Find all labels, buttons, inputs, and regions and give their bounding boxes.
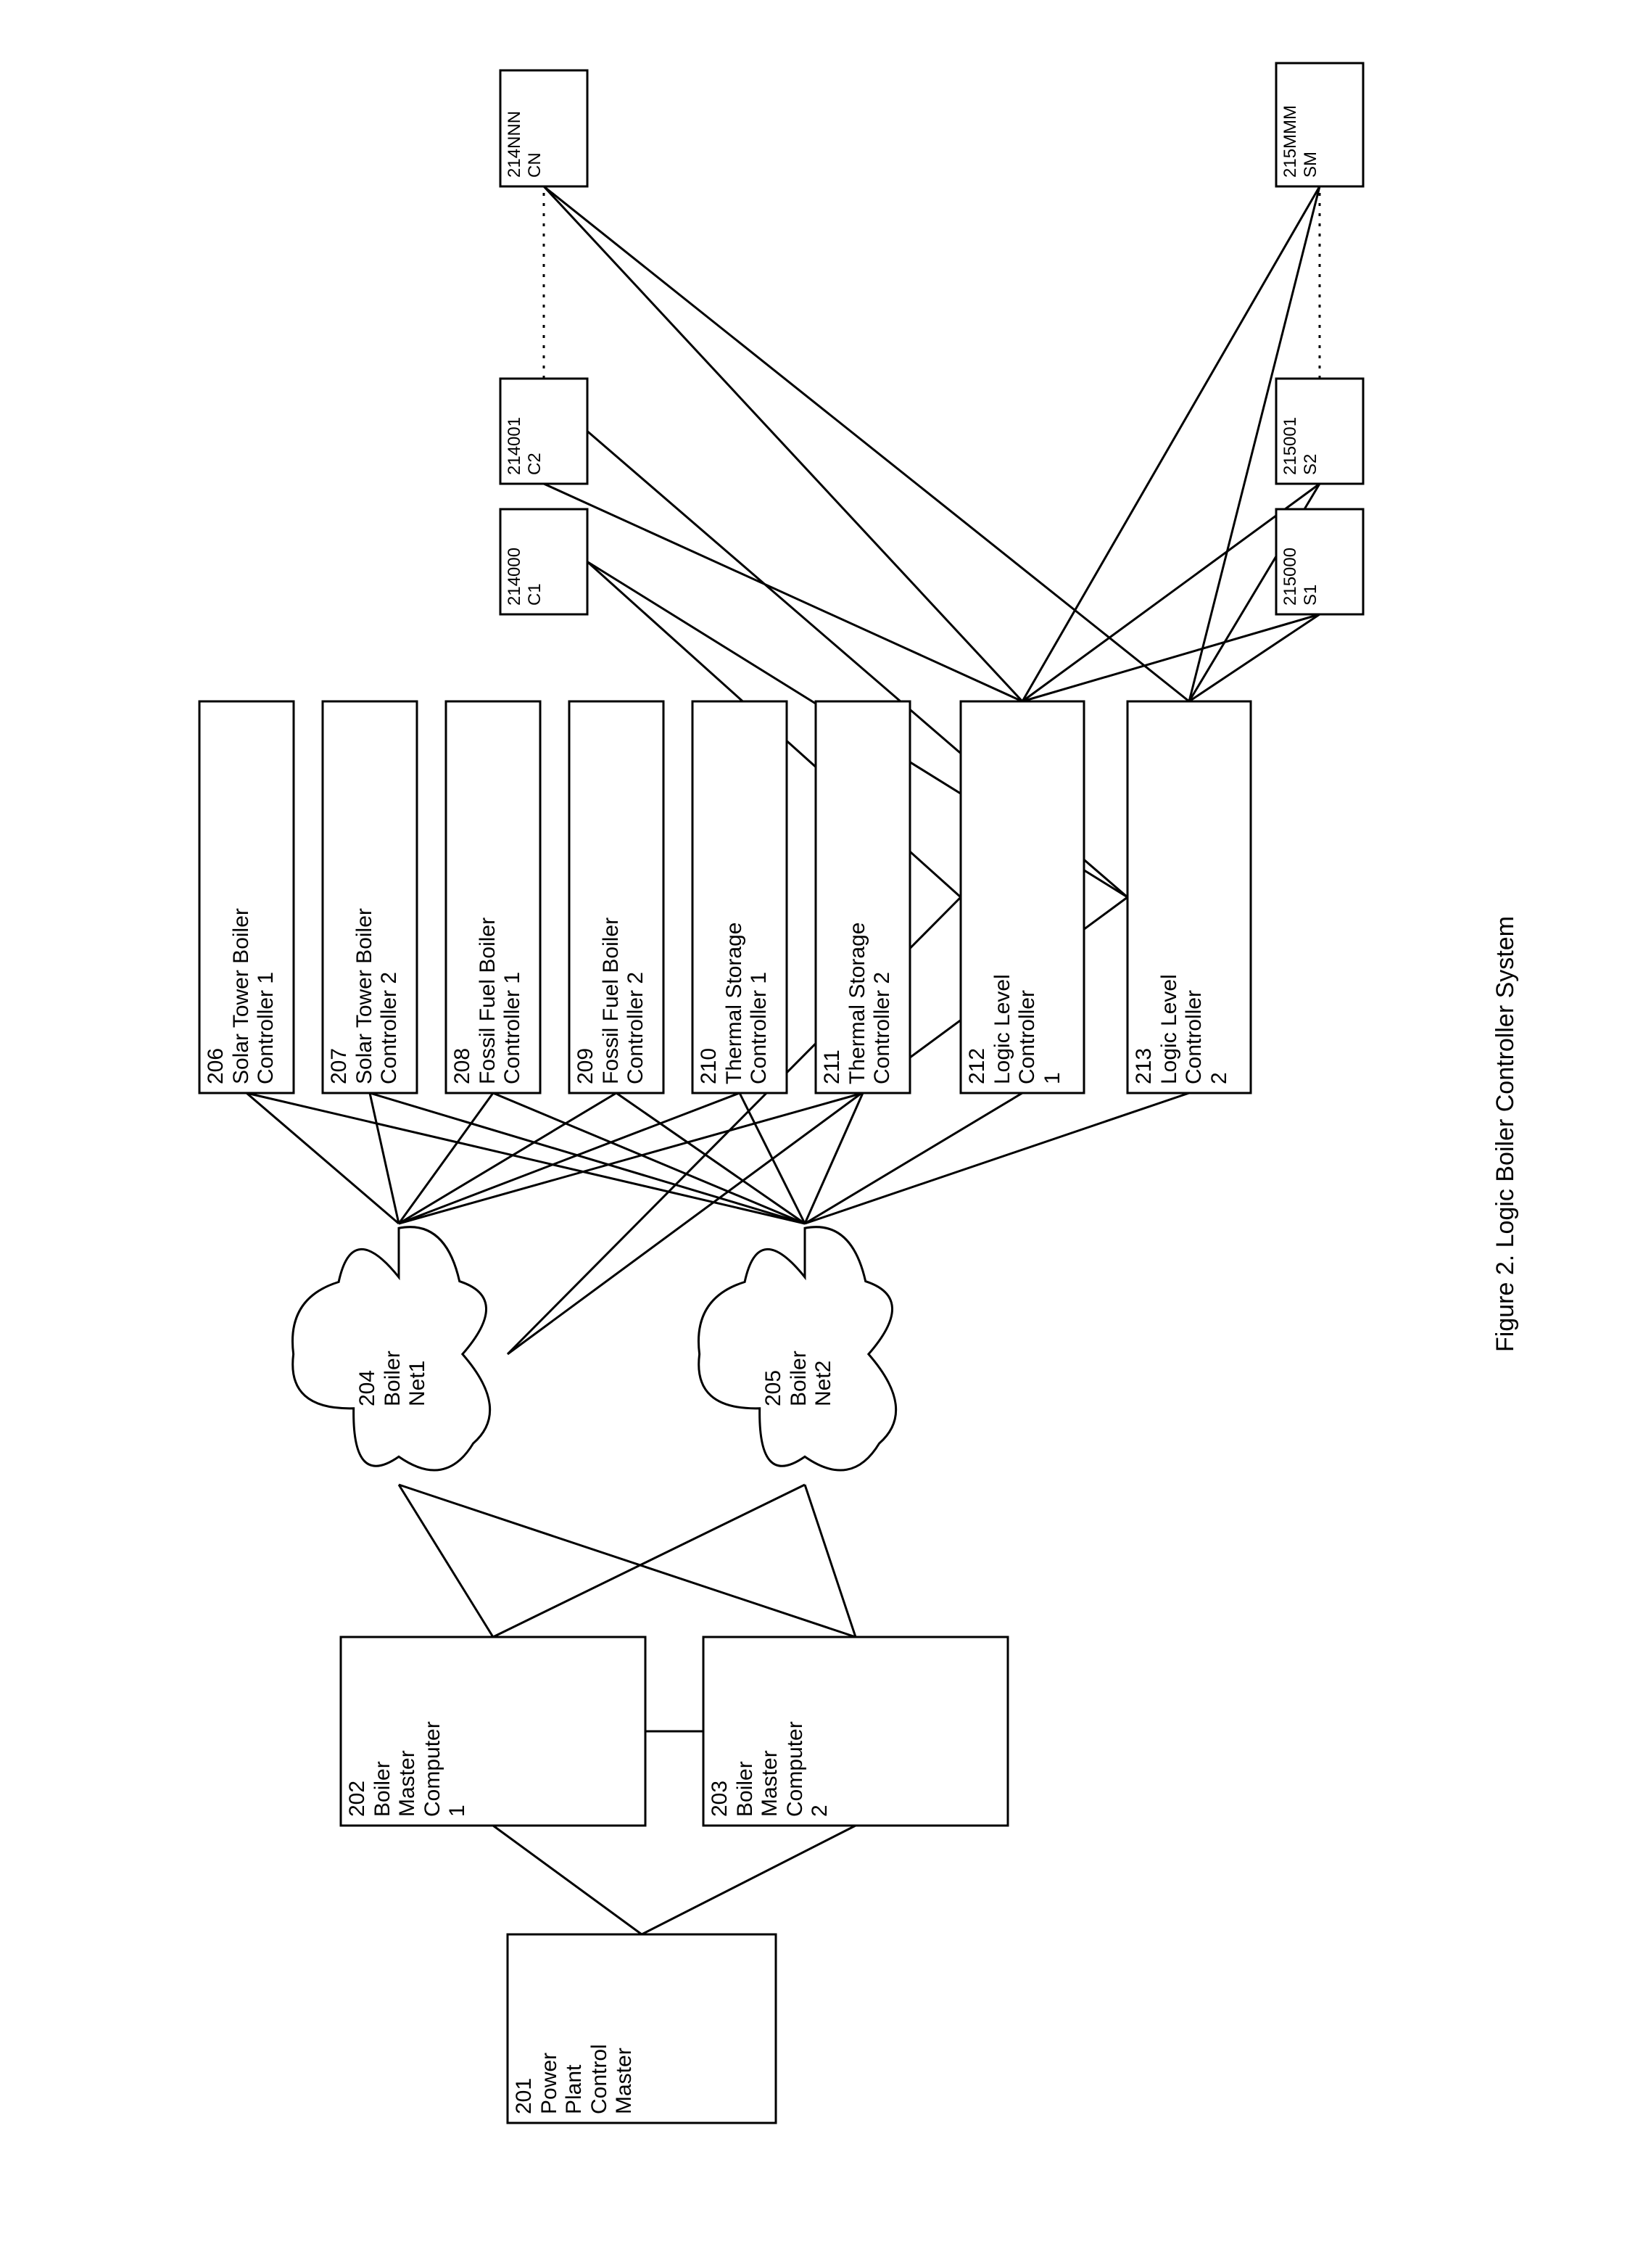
node-label-209: 209 Fossil Fuel Boiler Controller 2: [574, 917, 649, 1084]
node-label-212: 212 Logic Level Controller 1: [965, 974, 1065, 1084]
node-label-206: 206 Solar Tower Boiler Controller 1: [204, 908, 279, 1084]
figure-caption: Figure 2. Logic Boiler Controller System: [1491, 0, 1520, 2268]
node-label-205: 205 Boiler Net2: [761, 1351, 837, 1406]
rotated-canvas: 201 Power Plant Control Master 202 Boiler…: [0, 0, 1651, 2268]
node-label-214NNN: 214NNN CN: [505, 111, 545, 178]
node-label-215MMM: 215MMM SM: [1280, 105, 1320, 178]
node-label-215000: 215000 S1: [1280, 548, 1320, 606]
node-label-204: 204 Boiler Net1: [355, 1351, 431, 1406]
node-label-208: 208 Fossil Fuel Boiler Controller 1: [450, 917, 526, 1084]
node-label-214000: 214000 C1: [505, 548, 545, 606]
node-label-215001: 215001 S2: [1280, 417, 1320, 475]
page-canvas: 201 Power Plant Control Master 202 Boiler…: [0, 0, 1651, 2268]
node-label-214001: 214001 C2: [505, 417, 545, 475]
node-label-211: 211 Thermal Storage Controller 2: [820, 923, 895, 1084]
node-label-213: 213 Logic Level Controller 2: [1132, 974, 1232, 1084]
node-label-203: 203 Boiler Master Computer 2: [708, 1721, 833, 1817]
diagram-svg: [0, 0, 1651, 2268]
node-label-201: 201 Power Plant Control Master: [512, 2044, 637, 2114]
node-label-202: 202 Boiler Master Computer 1: [345, 1721, 471, 1817]
node-label-207: 207 Solar Tower Boiler Controller 2: [327, 908, 402, 1084]
node-label-210: 210 Thermal Storage Controller 1: [697, 923, 772, 1084]
